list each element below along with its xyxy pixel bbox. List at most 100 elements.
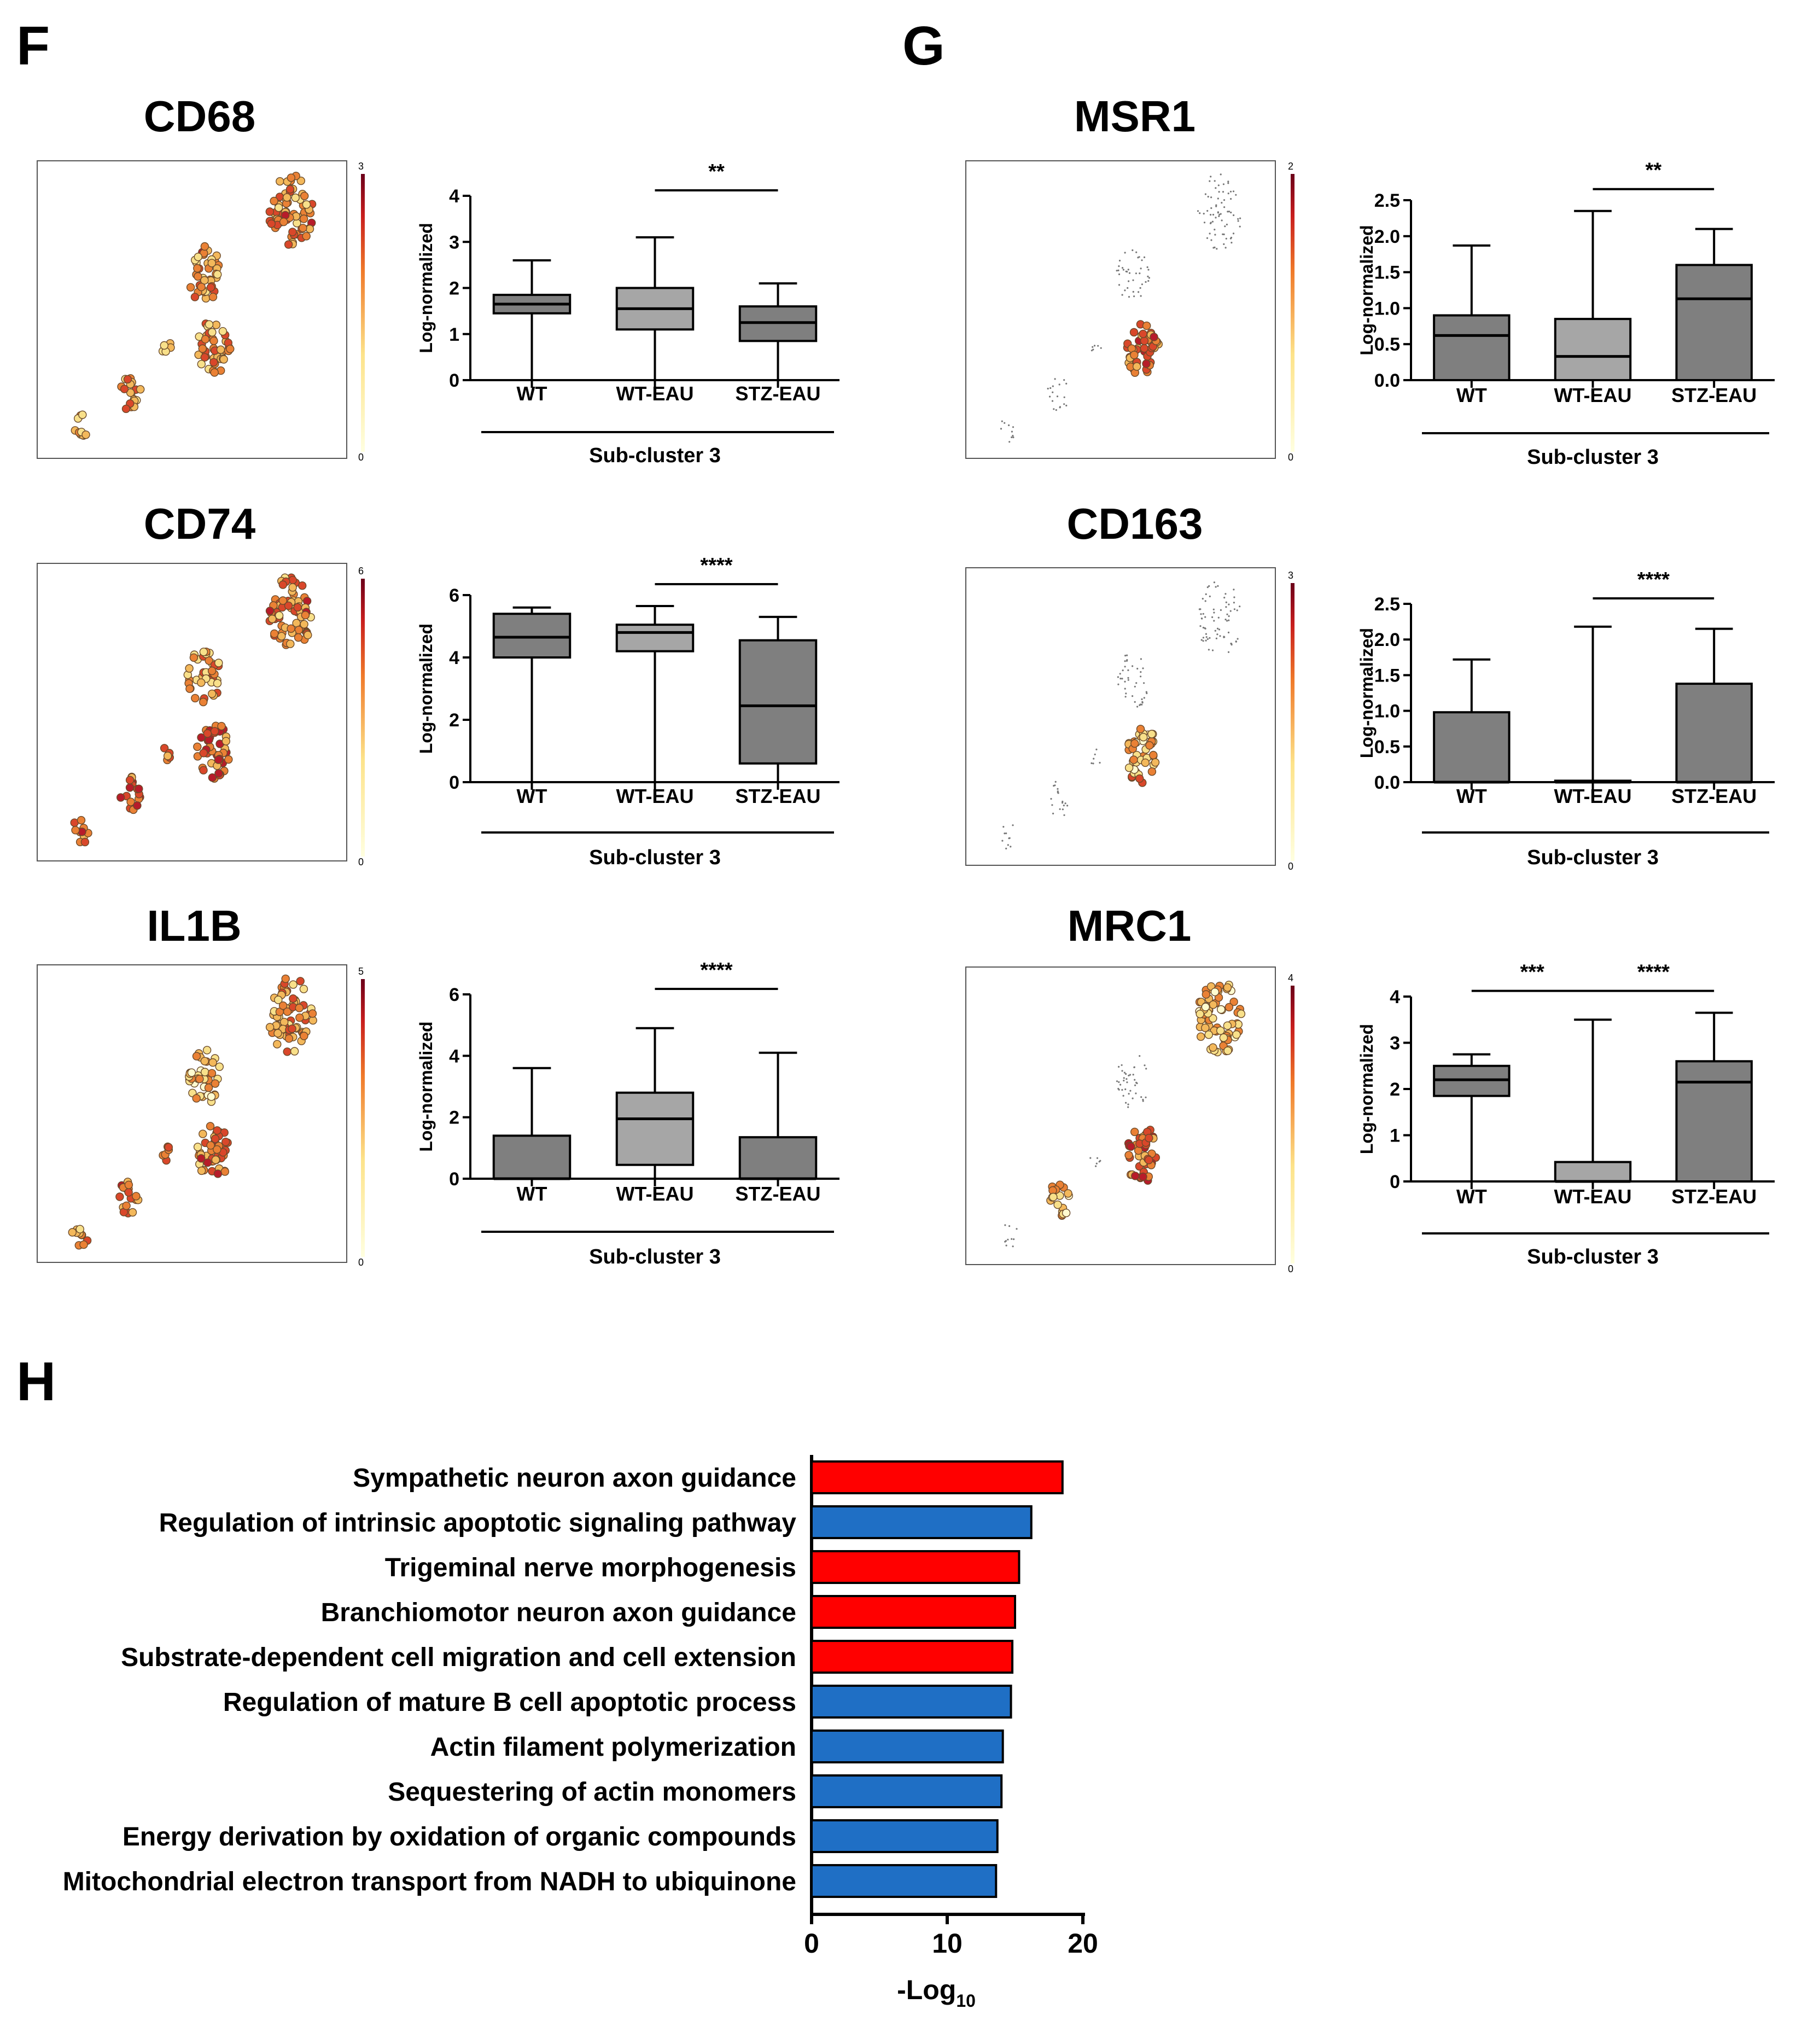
umap-cell-point <box>1233 596 1235 598</box>
umap-cell-point <box>1237 220 1239 222</box>
umap-cell-point <box>160 341 168 350</box>
x-axis-label-subscript: 10 <box>956 1991 976 2011</box>
category-label: Sequestering of actin monomers <box>388 1778 796 1807</box>
umap-cell-point <box>1227 180 1229 183</box>
umap-cell-point <box>1221 219 1223 222</box>
umap-cell-point <box>1206 209 1209 212</box>
umap-cell-point <box>1211 649 1214 651</box>
umap-cell-point <box>1050 797 1052 800</box>
umap-cell-point <box>116 793 125 802</box>
umap-cell-point <box>1007 844 1009 846</box>
y-tick-label: 1.5 <box>1374 263 1400 283</box>
y-tick-label: 0.0 <box>1374 370 1400 391</box>
umap-cell-point <box>164 1143 173 1152</box>
umap-cell-point <box>1237 218 1239 220</box>
umap-cell-point <box>1146 692 1148 695</box>
gene-title-cd74: CD74 <box>144 499 256 548</box>
umap-cell-point <box>1141 758 1150 767</box>
umap-cell-point <box>1093 345 1096 347</box>
umap-cell-point <box>284 1034 294 1043</box>
umap-cell-point <box>1055 409 1057 411</box>
umap-cell-point <box>1141 283 1143 286</box>
umap-cell-point <box>1209 637 1211 639</box>
colorbar-max-label: 6 <box>358 566 364 576</box>
umap-cell-point <box>1203 222 1206 224</box>
umap-il1b <box>37 964 347 1263</box>
colorbar-max-label: 4 <box>1288 972 1293 983</box>
umap-cell-point <box>1215 187 1217 189</box>
umap-cell-point <box>1119 678 1122 680</box>
umap-cell-point <box>1130 739 1139 748</box>
umap-cell-point <box>1151 758 1160 767</box>
umap-cell-point <box>1204 193 1206 195</box>
umap-cell-point <box>1214 630 1216 632</box>
umap-cell-point <box>1132 1097 1134 1099</box>
umap-cell-point <box>1118 259 1121 262</box>
umap-cell-point <box>1132 665 1134 667</box>
colorbar-max-label: 3 <box>1288 570 1293 581</box>
umap-cell-point <box>125 783 135 792</box>
umap-cell-point <box>1226 613 1228 615</box>
umap-cell-point <box>1133 295 1135 298</box>
umap-cell-point <box>1134 701 1136 703</box>
umap-cell-point <box>1123 1080 1125 1082</box>
umap-cell-point <box>71 826 80 835</box>
umap-cell-point <box>1233 589 1235 591</box>
umap-cell-point <box>1204 600 1206 602</box>
umap-cell-point <box>213 1145 221 1154</box>
umap-cell-point <box>1140 675 1142 678</box>
umap-cell-point <box>197 1166 206 1175</box>
umap-cell-point <box>284 601 293 610</box>
x-axis-title: Sub-cluster 3 <box>589 444 721 467</box>
umap-cell-point <box>79 1240 88 1249</box>
go-enrichment-bar-chart: 0 10 20 Sympathetic neuron axon guidance Reg… <box>63 1455 1098 2011</box>
box-wt <box>1433 711 1511 784</box>
umap-cell-point <box>203 1158 212 1167</box>
colorbar-cd74: 6 0 <box>358 566 365 867</box>
umap-cell-point <box>1128 1093 1130 1095</box>
umap-cell-point <box>226 345 235 353</box>
umap-cell-point <box>1217 616 1220 619</box>
umap-cell-point <box>1011 430 1013 433</box>
panel-label-G: G <box>902 15 945 77</box>
umap-cell-point <box>270 629 279 638</box>
umap-cell-point <box>1004 422 1006 424</box>
umap-cell-point <box>115 1192 124 1201</box>
umap-cell-point <box>135 784 143 793</box>
umap-cell-point <box>1054 378 1056 380</box>
umap-cell-point <box>1124 763 1134 772</box>
umap-cell-point <box>1063 805 1065 807</box>
umap-cell-point <box>274 995 283 1004</box>
umap-cell-point <box>192 1052 201 1061</box>
umap-cell-point <box>1139 272 1141 275</box>
umap-cell-point <box>1008 441 1011 443</box>
umap-cell-point <box>224 755 233 764</box>
umap-frame <box>965 160 1276 459</box>
umap-cell-point <box>289 994 298 1003</box>
umap-cd68 <box>37 160 347 459</box>
umap-cell-point <box>1007 1238 1009 1241</box>
colorbar-max-label: 2 <box>1288 161 1293 172</box>
umap-cell-point <box>1118 284 1121 286</box>
umap-cell-point <box>1118 265 1120 267</box>
umap-cell-point <box>80 837 90 847</box>
umap-cell-point <box>1064 802 1066 805</box>
box-wt-eau <box>615 1091 695 1166</box>
umap-cell-point <box>299 224 307 232</box>
umap-cell-point <box>299 214 308 223</box>
umap-cell-point <box>1121 1064 1123 1066</box>
umap-cell-point <box>300 620 308 629</box>
umap-cell-point <box>1091 762 1093 764</box>
umap-cell-point <box>191 694 200 703</box>
umap-cell-point <box>1127 1142 1135 1151</box>
umap-cell-point <box>132 1192 141 1201</box>
umap-cell-point <box>1215 205 1217 207</box>
umap-cell-point <box>122 1201 131 1210</box>
umap-cell-point <box>1128 272 1131 274</box>
umap-cell-point <box>1218 213 1221 216</box>
umap-cell-point <box>1233 608 1235 610</box>
colorbar-cd163: 3 0 <box>1288 570 1294 872</box>
umap-cd163 <box>965 567 1276 866</box>
umap-cell-point <box>1202 637 1204 639</box>
umap-cell-point <box>1223 206 1226 208</box>
